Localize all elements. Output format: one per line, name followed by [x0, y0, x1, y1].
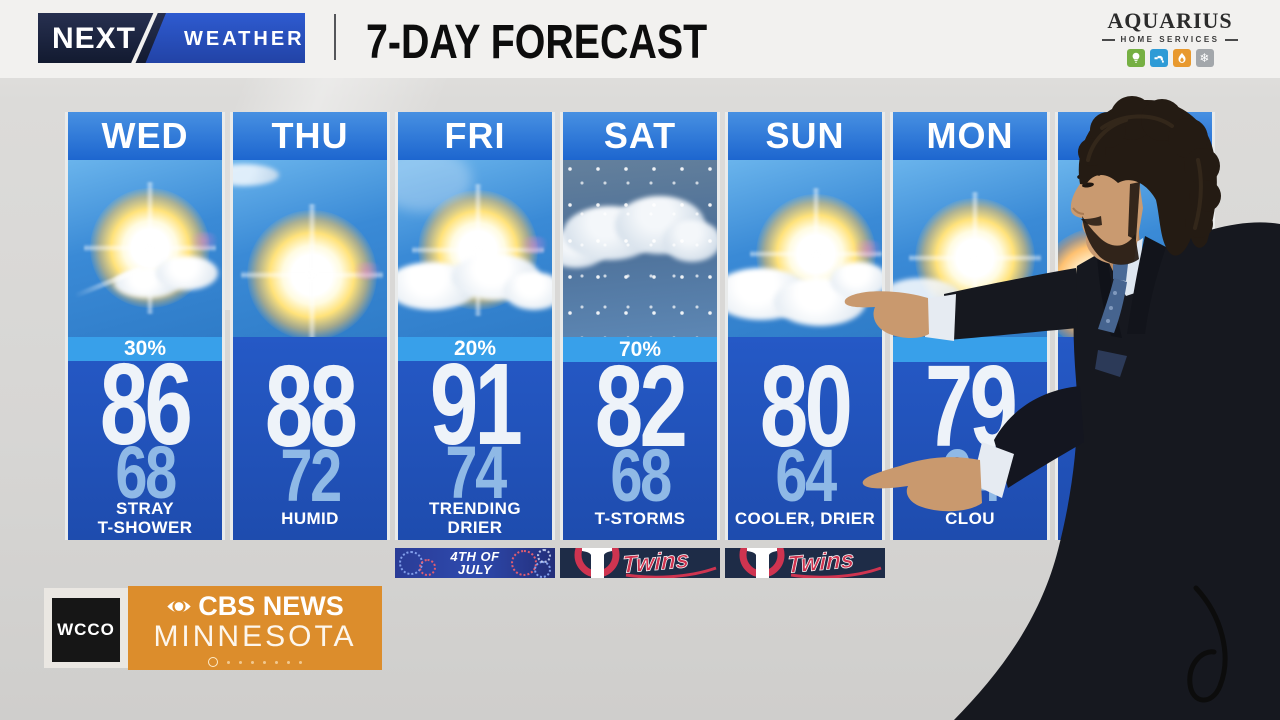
- pager-dot: [239, 660, 242, 664]
- high-temp: 80: [760, 341, 853, 471]
- page-title: 7-DAY FORECAST: [366, 16, 708, 69]
- lightbulb-icon: [1126, 49, 1145, 67]
- twins-underline-swash: [625, 566, 717, 578]
- sponsor-tagline-row: HOME SERVICES: [1098, 35, 1242, 44]
- day-label: FRI: [398, 112, 552, 160]
- precip-chance: 30%: [68, 337, 222, 361]
- lens-flare: [349, 262, 385, 280]
- twins-tc-logo-icon: [574, 548, 620, 578]
- day-description: CLOU: [945, 508, 995, 528]
- forecast-column-fri: FRI 20% 91 74 TRENDING DRIER: [395, 112, 555, 540]
- tagline-rule-right: [1224, 38, 1238, 41]
- sponsor-logo: AQUARIUS HOME SERVICES ❄: [1098, 8, 1242, 67]
- day-description: STRAY T-SHOWER: [97, 499, 193, 538]
- day-label: SUN: [728, 112, 882, 160]
- high-temp: 82: [595, 341, 688, 471]
- tagline-rule-left: [1102, 38, 1116, 41]
- pager-dot: [251, 660, 254, 664]
- day-panel: 20% 91 74 TRENDING DRIER: [398, 337, 552, 540]
- day-description: T-STORMS: [594, 508, 686, 528]
- weather-logo-text: WEATHER: [184, 28, 305, 50]
- faucet-icon: [1149, 49, 1168, 67]
- day-panel: 70% 82 68 T-STORMS: [563, 337, 717, 540]
- rain-speckles: [563, 160, 717, 337]
- cloud-puff: [233, 164, 279, 186]
- lens-flare: [516, 236, 552, 254]
- high-temp: 91: [430, 339, 523, 469]
- next-weather-logo: NEXT WEATHER: [38, 9, 305, 69]
- cloud-puff: [504, 272, 552, 310]
- pager-dot: [299, 660, 302, 664]
- cbs-news-minnesota-logo: CBS NEWS MINNESOTA: [128, 586, 382, 670]
- cbs-eye-icon: [167, 599, 191, 614]
- precip-chance: 70%: [563, 337, 717, 362]
- day-label: WED: [68, 112, 222, 160]
- firework-icon: [537, 549, 551, 563]
- precip-chance: [893, 337, 1047, 362]
- day-label: MON: [893, 112, 1047, 160]
- july4-banner-text: 4TH OF JULY: [450, 550, 499, 576]
- cloud-puff: [156, 256, 218, 290]
- lens-flare: [186, 232, 222, 250]
- cbs-news-row: CBS NEWS: [166, 591, 344, 622]
- day-label: THU: [233, 112, 387, 160]
- twins-wordmark: Twins: [621, 548, 690, 578]
- forecast-column-wed: WED 30% 86 68 STRAY T-SHOWER: [65, 112, 225, 540]
- twins-banner-sat: Twins: [560, 548, 720, 578]
- title-divider: [334, 14, 336, 60]
- snowflake-icon: ❄: [1195, 49, 1214, 67]
- low-temp: 72: [280, 434, 342, 517]
- day-panel: 80 64 COOLER, DRIER: [728, 337, 882, 540]
- storm-rain-icon: [563, 160, 717, 337]
- firework-icon: [419, 559, 436, 576]
- pager-dot: [227, 660, 230, 664]
- day-panel: 88 72 HUMID: [233, 337, 387, 540]
- pager-dot: [275, 660, 278, 664]
- twins-tc-logo-icon: [739, 548, 785, 578]
- high-temp: 86: [100, 339, 193, 469]
- sponsor-service-icons: ❄: [1098, 49, 1242, 67]
- next-logo-text: NEXT: [52, 22, 137, 55]
- pager-dot-active: [208, 657, 218, 667]
- pager-dots: [208, 657, 302, 667]
- low-temp: 64: [775, 434, 837, 517]
- low-temp: 74: [445, 431, 507, 514]
- july4-line2: JULY: [457, 562, 493, 577]
- sun-small-cloud-icon: [68, 160, 222, 337]
- flame-icon: [1172, 49, 1191, 67]
- low-temp: 68: [610, 434, 672, 517]
- twins-underline-swash: [790, 566, 882, 578]
- twins-banner-sun: Twins: [725, 548, 885, 578]
- precip-chance: 20%: [398, 337, 552, 361]
- station-call-letters: WCCO: [57, 620, 115, 639]
- lens-flare: [850, 240, 882, 258]
- high-temp: 88: [265, 341, 358, 471]
- day-description: COOLER, DRIER: [734, 508, 876, 528]
- fourth-of-july-banner: 4TH OF JULY: [395, 548, 555, 578]
- region-name: MINNESOTA: [153, 620, 357, 653]
- sponsor-tagline: HOME SERVICES: [1120, 35, 1220, 44]
- day-description: HUMID: [281, 508, 339, 528]
- network-name: CBS NEWS: [198, 591, 344, 621]
- wcco-logo-frame: WCCO: [44, 588, 128, 668]
- pager-dot: [287, 660, 290, 664]
- firework-icon: [534, 561, 551, 578]
- day-description: TRENDING DRIER: [429, 499, 521, 538]
- firework-icon: [511, 550, 537, 576]
- sun-over-clouds-icon: [398, 160, 552, 337]
- pager-dot: [263, 660, 266, 664]
- forecast-column-thu: THU 88 72 HUMID: [230, 112, 390, 540]
- forecast-column-sat: SAT 70% 82 68 T-STORMS: [560, 112, 720, 540]
- day-panel: 30% 86 68 STRAY T-SHOWER: [68, 337, 222, 540]
- top-bar: NEXT WEATHER 7-DAY FORECAST AQUARIUS HOM…: [0, 0, 1280, 78]
- weather-presenter: [844, 96, 1280, 720]
- day-label: SAT: [563, 112, 717, 160]
- july4-line1: 4TH OF: [450, 549, 500, 564]
- sunny-icon: [233, 160, 387, 337]
- sponsor-name: AQUARIUS: [1107, 8, 1233, 33]
- wcco-logo: WCCO: [52, 598, 120, 662]
- low-temp: 68: [115, 431, 177, 514]
